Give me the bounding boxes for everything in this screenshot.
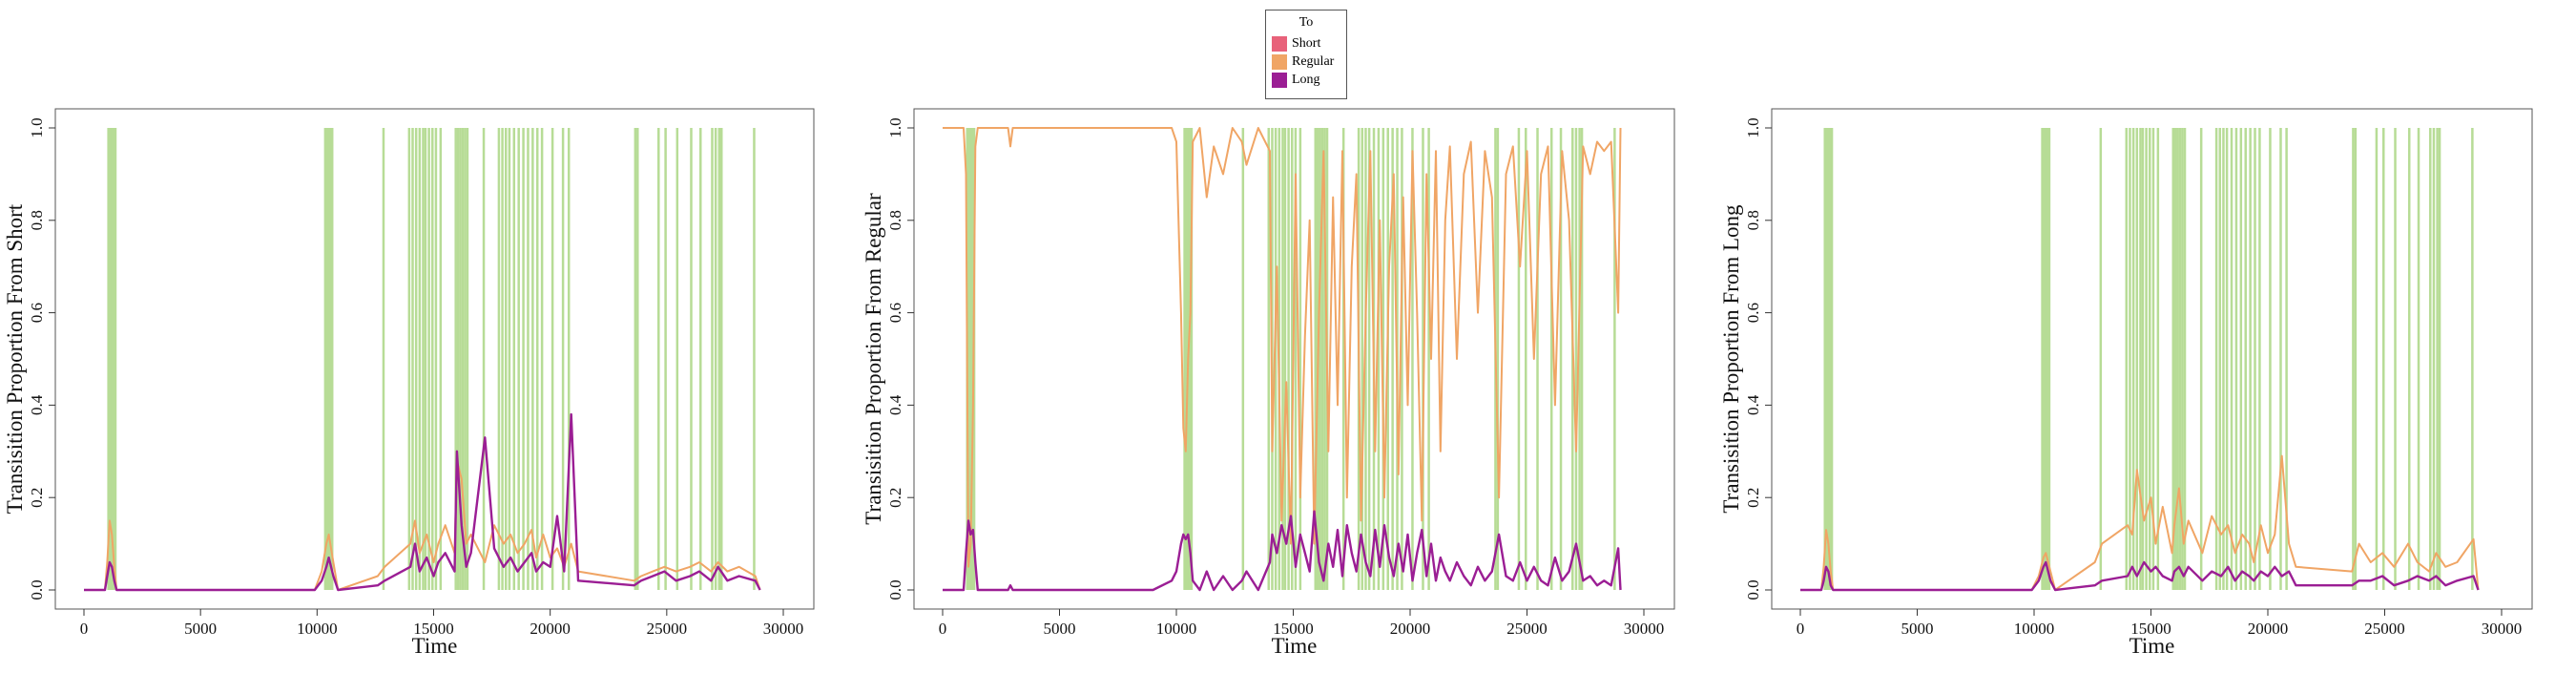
x-tick-label: 20000 xyxy=(530,620,571,638)
y-tick-label: 0.8 xyxy=(886,210,904,230)
y-tick-label: 0.4 xyxy=(886,394,904,415)
legend-item-regular: Regular xyxy=(1272,53,1334,71)
x-tick-label: 0 xyxy=(939,620,947,638)
chart-panel-1: 0 5000 10000 15000 20000 25000 30000 0.0 0.2 0.4 0… xyxy=(3,108,815,658)
series-line-long xyxy=(943,510,1622,592)
y-tick-label: 0.4 xyxy=(28,394,46,415)
y-tick-label: 0.6 xyxy=(886,303,904,323)
y-tick-label: 1.0 xyxy=(28,117,46,137)
y-tick-label: 0.2 xyxy=(886,488,904,508)
y-axis-label: Transisition Proportion From Regular xyxy=(862,193,885,525)
y-tick-label: 0.8 xyxy=(28,210,46,230)
series-line-long xyxy=(84,412,761,592)
y-axis-label: Transisition Proportion From Long xyxy=(1719,204,1743,514)
x-axis-label: Time xyxy=(412,634,458,658)
legend-title: To xyxy=(1298,15,1314,30)
legend-swatch-short xyxy=(1272,36,1287,52)
y-tick-label: 0.0 xyxy=(28,579,46,599)
legend-swatch-long xyxy=(1272,73,1287,88)
y-tick-label: 0.0 xyxy=(886,579,904,599)
x-tick-label: 30000 xyxy=(763,620,804,638)
x-tick-label: 5000 xyxy=(1901,620,1934,638)
y-tick-label: 1.0 xyxy=(886,117,904,137)
series-line-regular xyxy=(943,127,1622,568)
series-line-regular xyxy=(84,459,761,591)
legend: To Short Regular Long xyxy=(1265,10,1347,99)
legend-label-long: Long xyxy=(1292,73,1320,87)
x-tick-label: 15000 xyxy=(2130,620,2171,638)
y-tick-label: 1.0 xyxy=(1744,117,1762,137)
x-tick-label: 5000 xyxy=(1044,620,1076,638)
legend-label-regular: Regular xyxy=(1292,54,1335,69)
legend-label-short: Short xyxy=(1292,36,1321,51)
x-tick-label: 15000 xyxy=(1273,620,1314,638)
x-tick-label: 30000 xyxy=(1624,620,1665,638)
chart-panel-2: 0 5000 10000 15000 20000 25000 30000 0.0 0.2 0.4 0… xyxy=(862,108,1675,658)
x-tick-label: 20000 xyxy=(1390,620,1431,638)
y-tick-label: 0.2 xyxy=(1744,488,1762,508)
series-line-regular xyxy=(1800,454,2480,591)
x-tick-label: 25000 xyxy=(1506,620,1548,638)
legend-swatch-regular xyxy=(1272,54,1287,70)
plot-frame xyxy=(913,108,1675,610)
series-line-long xyxy=(1800,560,2480,592)
y-tick-label: 0.8 xyxy=(1744,210,1762,230)
y-tick-label: 0.0 xyxy=(1744,579,1762,599)
x-axis-label: Time xyxy=(2129,634,2175,658)
y-tick-label: 0.6 xyxy=(1744,303,1762,323)
x-tick-label: 0 xyxy=(80,620,89,638)
chart-panel-3: 0 5000 10000 15000 20000 25000 30000 0.0 0.2 0.4 0… xyxy=(1719,108,2533,658)
x-tick-label: 5000 xyxy=(184,620,217,638)
x-tick-label: 25000 xyxy=(647,620,688,638)
x-tick-label: 10000 xyxy=(1156,620,1197,638)
x-tick-label: 10000 xyxy=(297,620,338,638)
x-tick-label: 15000 xyxy=(413,620,454,638)
x-tick-label: 25000 xyxy=(2364,620,2405,638)
y-tick-label: 0.6 xyxy=(28,303,46,323)
legend-item-long: Long xyxy=(1272,72,1320,89)
plot-frame xyxy=(1771,108,2533,610)
x-tick-label: 30000 xyxy=(2482,620,2523,638)
x-tick-label: 10000 xyxy=(2014,620,2055,638)
x-tick-label: 0 xyxy=(1797,620,1805,638)
y-tick-label: 0.4 xyxy=(1744,394,1762,415)
legend-item-short: Short xyxy=(1272,35,1320,53)
x-axis-label: Time xyxy=(1272,634,1318,658)
x-tick-label: 20000 xyxy=(2248,620,2289,638)
y-tick-label: 0.2 xyxy=(28,488,46,508)
plot-frame xyxy=(54,108,815,610)
y-axis-label: Transisition Proportion From Short xyxy=(3,203,27,514)
